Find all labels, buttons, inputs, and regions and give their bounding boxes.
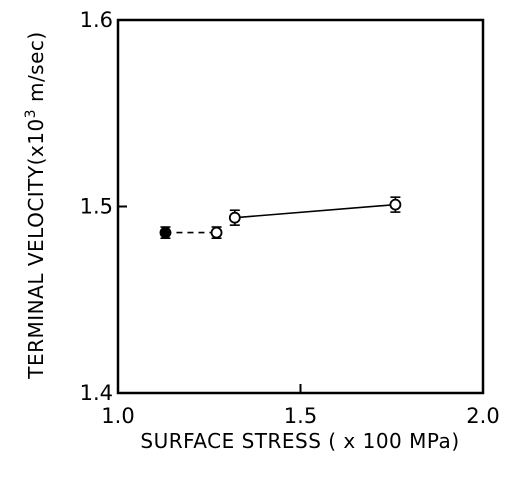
open-data-point — [228, 211, 241, 224]
y-axis-label-unit: m/sec) — [24, 31, 48, 109]
y-tick-label: 1.5 — [80, 195, 113, 219]
connecting-lines — [165, 203, 396, 234]
y-tick-label: 1.6 — [80, 8, 113, 32]
x-axis-label: SURFACE STRESS ( x 100 MPa) — [140, 429, 459, 453]
plot-frame — [116, 18, 485, 395]
filled-data-point — [159, 226, 172, 239]
open-data-point — [389, 198, 402, 211]
open-data-point — [210, 226, 223, 239]
axis-ticks — [117, 19, 484, 394]
x-tick-label: 1.5 — [284, 404, 317, 428]
data-points — [159, 196, 402, 240]
x-tick-label: 2.0 — [466, 404, 499, 428]
y-axis-label-main: TERMINAL VELOCITY(x10 — [24, 118, 48, 379]
x-tick-label: 1.0 — [101, 404, 134, 428]
y-axis-label: TERMINAL VELOCITY(x103 m/sec) — [23, 31, 48, 379]
y-tick-label: 1.4 — [80, 381, 113, 405]
solid-line — [234, 203, 396, 219]
tick-labels: 1.0 1.5 2.0 1.4 1.5 1.6 — [80, 8, 500, 428]
y-axis-label-exponent: 3 — [23, 109, 39, 118]
